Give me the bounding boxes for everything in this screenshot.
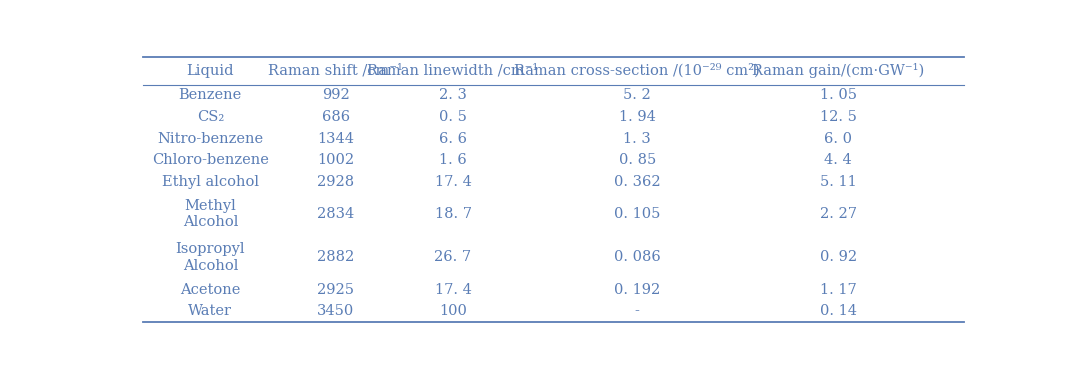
Text: Raman linewidth /cm⁻¹: Raman linewidth /cm⁻¹ <box>367 64 539 78</box>
Text: Water: Water <box>188 304 232 318</box>
Text: 5. 11: 5. 11 <box>820 175 856 189</box>
Text: 3450: 3450 <box>318 304 354 318</box>
Text: 100: 100 <box>440 304 467 318</box>
Text: Chloro-benzene: Chloro-benzene <box>152 153 269 167</box>
Text: 5. 2: 5. 2 <box>623 88 651 102</box>
Text: Benzene: Benzene <box>178 88 242 102</box>
Text: 2. 3: 2. 3 <box>440 88 467 102</box>
Text: Acetone: Acetone <box>180 283 241 297</box>
Text: Ethyl alcohol: Ethyl alcohol <box>162 175 259 189</box>
Text: 4. 4: 4. 4 <box>824 153 852 167</box>
Text: 1344: 1344 <box>318 132 354 146</box>
Text: 686: 686 <box>322 110 350 124</box>
Text: 26. 7: 26. 7 <box>434 251 472 264</box>
Text: 2834: 2834 <box>318 207 354 221</box>
Text: 0. 92: 0. 92 <box>820 251 856 264</box>
Text: -: - <box>635 304 639 318</box>
Text: 0. 14: 0. 14 <box>820 304 856 318</box>
Text: 2925: 2925 <box>318 283 354 297</box>
Text: CS₂: CS₂ <box>197 110 224 124</box>
Text: 0. 192: 0. 192 <box>615 283 660 297</box>
Text: 1. 05: 1. 05 <box>820 88 856 102</box>
Text: 992: 992 <box>322 88 350 102</box>
Text: 18. 7: 18. 7 <box>434 207 472 221</box>
Text: 0. 362: 0. 362 <box>613 175 661 189</box>
Text: Isopropyl
Alcohol: Isopropyl Alcohol <box>176 242 245 273</box>
Text: 12. 5: 12. 5 <box>820 110 856 124</box>
Text: 1. 94: 1. 94 <box>619 110 656 124</box>
Text: 17. 4: 17. 4 <box>434 283 472 297</box>
Text: 1. 17: 1. 17 <box>820 283 856 297</box>
Text: 6. 0: 6. 0 <box>824 132 852 146</box>
Text: Liquid: Liquid <box>187 64 234 78</box>
Text: Raman shift /cm⁻¹: Raman shift /cm⁻¹ <box>269 64 403 78</box>
Text: Methyl
Alcohol: Methyl Alcohol <box>183 199 238 229</box>
Text: 1002: 1002 <box>318 153 354 167</box>
Text: 0. 85: 0. 85 <box>619 153 656 167</box>
Text: 0. 105: 0. 105 <box>615 207 660 221</box>
Text: 2928: 2928 <box>318 175 354 189</box>
Text: 6. 6: 6. 6 <box>440 132 467 146</box>
Text: 17. 4: 17. 4 <box>434 175 472 189</box>
Text: 2. 27: 2. 27 <box>820 207 856 221</box>
Text: 1. 6: 1. 6 <box>440 153 467 167</box>
Text: 1. 3: 1. 3 <box>623 132 651 146</box>
Text: Raman cross-section /(10⁻²⁹ cm²): Raman cross-section /(10⁻²⁹ cm²) <box>514 63 760 78</box>
Text: 2882: 2882 <box>318 251 354 264</box>
Text: 0. 5: 0. 5 <box>440 110 467 124</box>
Text: Raman gain/(cm·GW⁻¹): Raman gain/(cm·GW⁻¹) <box>752 63 924 78</box>
Text: Nitro-benzene: Nitro-benzene <box>158 132 264 146</box>
Text: 0. 086: 0. 086 <box>613 251 661 264</box>
